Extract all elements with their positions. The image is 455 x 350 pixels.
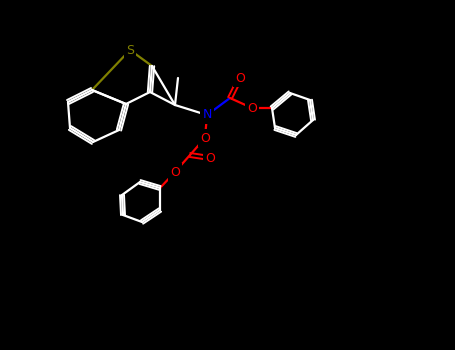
Text: O: O	[205, 152, 215, 164]
Text: O: O	[247, 102, 257, 114]
Text: N: N	[202, 108, 212, 121]
Text: O: O	[170, 166, 180, 178]
Text: S: S	[126, 43, 134, 56]
Text: O: O	[235, 71, 245, 84]
Text: O: O	[200, 132, 210, 145]
